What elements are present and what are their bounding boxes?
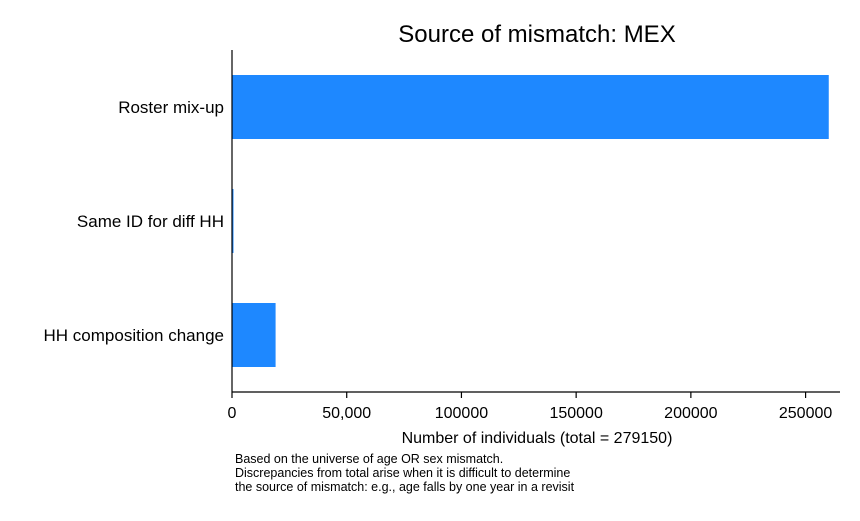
x-tick-label: 100000 xyxy=(435,405,488,422)
note-line: Based on the universe of age OR sex mism… xyxy=(235,452,503,466)
bar xyxy=(232,303,276,367)
category-label: Roster mix-up xyxy=(118,98,224,117)
x-tick-label: 50,000 xyxy=(322,405,371,422)
note-line: the source of mismatch: e.g., age falls … xyxy=(235,480,575,494)
bars-layer xyxy=(232,75,829,367)
category-labels: Roster mix-up Same ID for diff HH HH compo… xyxy=(44,98,224,345)
x-tick-label: 250000 xyxy=(779,405,832,422)
note-line: Discrepancies from total arise when it i… xyxy=(235,466,570,480)
x-axis: 0 50,000 100000 150000 200000 250000 xyxy=(228,50,840,422)
category-label: Same ID for diff HH xyxy=(77,212,224,231)
x-axis-label: Number of individuals (total = 279150) xyxy=(402,430,673,447)
bar xyxy=(232,75,829,139)
x-tick-label: 150000 xyxy=(549,405,602,422)
category-label: HH composition change xyxy=(44,326,224,345)
bar xyxy=(232,189,234,253)
chart-note: Based on the universe of age OR sex mism… xyxy=(235,452,575,494)
x-tick-label: 200000 xyxy=(664,405,717,422)
chart-title: Source of mismatch: MEX xyxy=(398,21,675,48)
x-tick-label: 0 xyxy=(228,405,237,422)
